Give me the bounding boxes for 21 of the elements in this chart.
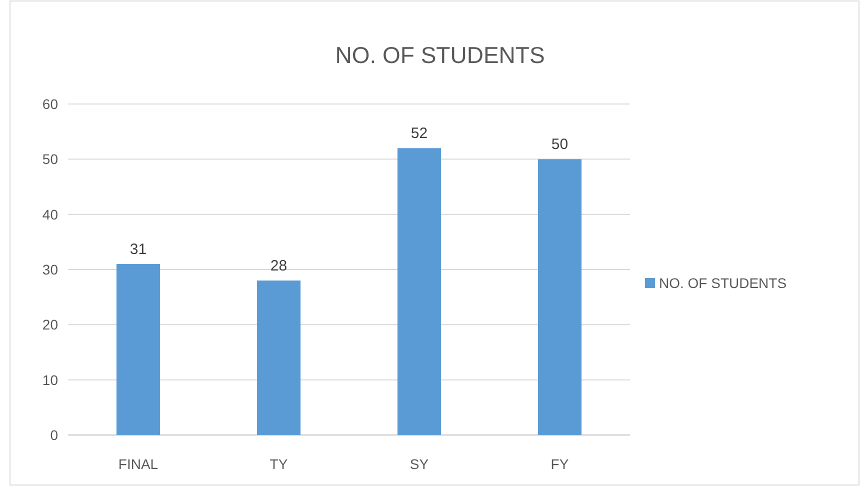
data-label: 31 [130,240,147,258]
legend-label: NO. OF STUDENTS [659,275,787,291]
bar [397,148,442,435]
y-tick-label: 0 [50,427,58,443]
bar [256,280,301,435]
bar [116,264,160,435]
data-label: 28 [270,258,288,275]
chart-title: NO. OF STUDENTS [335,42,545,68]
y-tick-label: 50 [42,151,58,168]
y-tick-label: 10 [42,372,58,388]
y-tick-label: 30 [42,262,58,278]
x-tick-label: FY [550,456,570,472]
x-tick-label: FINAL [118,456,158,472]
y-tick-label: 40 [42,206,58,222]
y-tick-label: 60 [42,96,58,112]
y-tick-label: 20 [42,316,58,333]
x-tick-label: TY [270,456,288,472]
data-label: 52 [410,125,428,142]
data-label: 50 [551,136,568,154]
x-tick-label: SY [410,456,430,472]
bar [538,159,582,435]
